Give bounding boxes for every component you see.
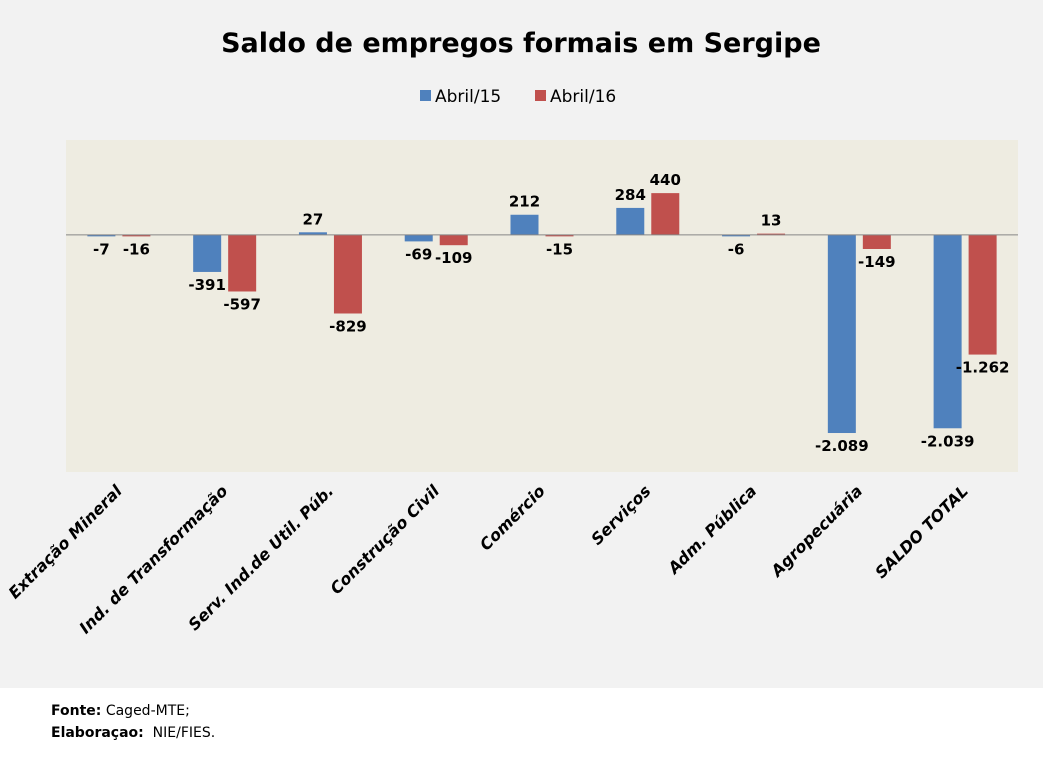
bar-abril16-0 — [122, 234, 151, 237]
data-label-abril15-4: 212 — [509, 193, 540, 211]
data-label-abril15-2: 27 — [303, 210, 324, 228]
category-label-5: Serviços — [587, 481, 654, 548]
data-label-abril15-5: 284 — [615, 186, 646, 204]
bar-abril15-3 — [404, 234, 433, 242]
bar-abril16-2 — [333, 234, 362, 314]
bar-abril15-2 — [298, 232, 327, 235]
credit-label: Elaboraçao: — [51, 725, 144, 741]
data-label-abril15-6: -6 — [728, 240, 745, 258]
legend: Abril/15 Abril/16 — [420, 87, 616, 107]
legend-label-0: Abril/15 — [435, 87, 501, 107]
bar-abril15-4 — [510, 214, 539, 235]
bar-abril16-7 — [862, 234, 891, 249]
bar-abril15-1 — [193, 234, 222, 272]
bar-abril15-8 — [933, 234, 962, 429]
footer: Fonte: Caged-MTE; Elaboraçao: NIE/FIES. — [51, 700, 215, 744]
data-label-abril15-7: -2.089 — [815, 437, 869, 455]
bar-abril16-1 — [228, 234, 257, 292]
data-label-abril15-0: -7 — [93, 240, 110, 258]
data-label-abril16-0: -16 — [123, 240, 150, 258]
category-label-4: Comércio — [476, 481, 549, 554]
data-label-abril16-1: -597 — [223, 295, 261, 313]
bar-abril15-6 — [722, 234, 751, 237]
credit-value: NIE/FIES. — [152, 725, 216, 741]
chart-area: Saldo de empregos formais em Sergipe Abr… — [0, 0, 1043, 688]
source-line: Fonte: Caged-MTE; — [51, 700, 215, 722]
source-label: Fonte: — [51, 703, 102, 719]
category-label-8: SALDO TOTAL — [871, 481, 972, 582]
category-label-0: Extração Mineral — [5, 481, 126, 602]
data-label-abril16-5: 440 — [650, 171, 681, 189]
data-label-abril16-7: -149 — [858, 253, 896, 271]
chart-title: Saldo de empregos formais em Sergipe — [221, 28, 821, 59]
bar-abril15-7 — [827, 234, 856, 434]
category-label-7: Agropecuária — [766, 481, 866, 581]
data-label-abril16-2: -829 — [329, 317, 367, 335]
bar-chart: Saldo de empregos formais em Sergipe Abr… — [5, 28, 1018, 637]
bar-abril16-3 — [439, 234, 468, 246]
bar-abril16-8 — [968, 234, 997, 355]
credit-line: Elaboraçao: NIE/FIES. — [51, 722, 215, 744]
bar-abril15-0 — [87, 234, 116, 237]
source-value: Caged-MTE; — [105, 703, 190, 719]
bar-abril16-4 — [545, 234, 574, 237]
data-label-abril15-8: -2.039 — [921, 432, 975, 450]
category-label-3: Construção Civil — [326, 481, 443, 598]
bar-abril15-5 — [616, 207, 645, 235]
legend-label-1: Abril/16 — [550, 87, 616, 107]
category-label-6: Adm. Pública — [663, 481, 761, 579]
data-label-abril16-8: -1.262 — [956, 359, 1010, 377]
legend-swatch-1 — [535, 90, 546, 101]
plot-area — [66, 140, 1018, 472]
bar-abril16-5 — [651, 193, 680, 235]
data-label-abril15-1: -391 — [188, 276, 226, 294]
data-label-abril16-3: -109 — [435, 249, 473, 267]
data-label-abril16-4: -15 — [546, 240, 573, 258]
data-label-abril16-6: 13 — [761, 212, 782, 230]
legend-swatch-0 — [420, 90, 431, 101]
data-label-abril15-3: -69 — [405, 245, 432, 263]
